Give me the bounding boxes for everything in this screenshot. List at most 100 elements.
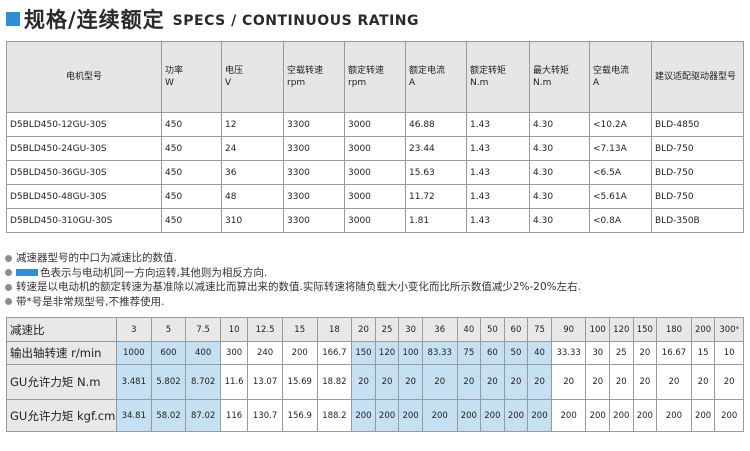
ratio-cell: 200 (632, 399, 658, 432)
ratio-cell: 90 (550, 317, 587, 342)
ratio-cell: 20 (632, 341, 658, 365)
row-label: GU允许力矩 kgf.cm (6, 399, 117, 432)
title-english: SPECS / CONTINUOUS RATING (172, 13, 420, 29)
ratio-cell: 200 (374, 399, 400, 432)
table-row: D5BLD450-310GU-30S 450 310 3300 3000 1.81 1.43… (6, 208, 744, 233)
ratio-cell: 18 (316, 317, 353, 342)
ratio-cell: 200 (714, 399, 744, 432)
ratio-cell: 600 (150, 341, 187, 365)
torque-nm-row: GU允许力矩 N.m 3.481 5.802 8.702 11.6 13.07 15.69 1… (6, 364, 744, 400)
ratio-cell: 200 (609, 399, 634, 432)
ratio-cell: 120 (374, 341, 400, 365)
title-marker-icon (6, 12, 20, 26)
ratio-cell: 7.5 (185, 317, 221, 342)
note-item: 色表示与电动机同一方向运转,其他则为相反方向. (5, 266, 581, 281)
ratio-cell: 50 (480, 317, 505, 342)
ratio-cell: 200 (351, 399, 376, 432)
ratio-cell: 200 (656, 399, 692, 432)
ratio-cell: 20 (480, 364, 505, 400)
ratio-cell: 200 (421, 399, 458, 432)
ratio-cell: 20 (656, 364, 692, 400)
title-chinese: 规格/连续额定 (24, 8, 165, 32)
ratio-cell: 33.33 (550, 341, 587, 365)
ratio-cell: 5 (150, 317, 187, 342)
ratio-cell: 20 (351, 317, 376, 342)
ratio-cell: 130.7 (247, 399, 283, 432)
bullet-icon (5, 269, 12, 277)
ratio-cell: 15 (690, 341, 716, 365)
ratio-cell: 20 (714, 364, 744, 400)
ratio-cell: 200 (527, 399, 552, 432)
ratio-cell: 200 (550, 399, 587, 432)
ratio-cell: 3.481 (116, 364, 152, 400)
ratio-cell: 120 (609, 317, 634, 342)
ratio-cell: 150 (351, 341, 376, 365)
col-noload-speed: 空载转速 rpm (283, 41, 345, 113)
ratio-cell: 87.02 (185, 399, 221, 432)
note-item: 转速是以电动机的额定转速为基准除以减速比而算出来的数值.实际转速将随负载大小变化… (5, 280, 581, 295)
table-row: D5BLD450-12GU-30S 450 12 3300 3000 46.88 1.43 4… (6, 112, 744, 137)
ratio-cell: 25 (374, 317, 400, 342)
ratio-cell: 156.9 (281, 399, 318, 432)
ratio-cell: 34.81 (116, 399, 152, 432)
ratio-cell: 150 (632, 317, 658, 342)
note-item: 减速器型号的中口为减速比的数值. (5, 251, 581, 266)
ratio-cell: 200 (456, 399, 482, 432)
ratio-cell: 300 (219, 341, 249, 365)
ratio-cell: 166.7 (316, 341, 353, 365)
ratio-cell: 200 (690, 399, 716, 432)
notes-list: 减速器型号的中口为减速比的数值. 色表示与电动机同一方向运转,其他则为相反方向.… (5, 251, 581, 309)
bullet-icon (5, 254, 12, 262)
nonstandard-mark: * (735, 324, 740, 333)
ratio-cell: 400 (185, 341, 221, 365)
ratio-cell: 100 (585, 317, 611, 342)
ratio-cell: 20 (632, 364, 658, 400)
ratio-cell: 3 (116, 317, 152, 342)
reduction-ratio-table: 减速比 3 5 7.5 10 12.5 15 18 20 25 30 36 40 50 60 75 90 100 1… (6, 317, 744, 432)
ratio-cell: 300* (714, 317, 744, 342)
ratio-cell: 1000 (116, 341, 152, 365)
ratio-cell: 5.802 (150, 364, 187, 400)
ratio-cell: 20 (609, 364, 634, 400)
ratio-cell: 15.69 (281, 364, 318, 400)
ratio-cell: 188.2 (316, 399, 353, 432)
col-rated-speed: 额定转速 rpm (344, 41, 406, 113)
ratio-cell: 200 (480, 399, 505, 432)
speed-row: 输出轴转速 r/min 1000 600 400 300 240 200 166.7 150 12… (6, 341, 744, 365)
row-label: 减速比 (6, 317, 117, 342)
ratio-cell: 15 (281, 317, 318, 342)
ratio-cell: 13.07 (247, 364, 283, 400)
torque-kgf-row: GU允许力矩 kgf.cm 34.81 58.02 87.02 116 130.7 156.… (6, 399, 744, 432)
col-voltage: 电压 V (221, 41, 284, 113)
note-item: 带*号是非常规型号,不推荐使用. (5, 295, 581, 310)
ratio-cell: 20 (503, 364, 529, 400)
table-row: D5BLD450-36GU-30S 450 36 3300 3000 15.63 1.43 4… (6, 160, 744, 185)
col-power: 功率 W (161, 41, 222, 113)
ratio-cell: 75 (527, 317, 552, 342)
ratio-cell: 40 (527, 341, 552, 365)
specs-header-row: 电机型号 功率 W 电压 V 空载转速 rpm 额定转速 rpm 额定电流 A 额定转矩 N… (6, 41, 744, 113)
col-rated-current: 额定电流 A (405, 41, 467, 113)
col-model: 电机型号 (6, 41, 162, 113)
ratio-cell: 50 (503, 341, 529, 365)
ratio-cell: 200 (690, 317, 716, 342)
ratio-cell: 8.702 (185, 364, 221, 400)
ratio-cell: 40 (456, 317, 482, 342)
ratio-cell: 180 (656, 317, 692, 342)
col-max-torque: 最大转矩 N.m (529, 41, 590, 113)
col-rated-torque: 额定转矩 N.m (466, 41, 530, 113)
ratio-cell: 100 (398, 341, 423, 365)
ratio-cell: 10 (219, 317, 249, 342)
table-row: D5BLD450-24GU-30S 450 24 3300 3000 23.44 1.43 4… (6, 136, 744, 161)
ratio-cell: 36 (421, 317, 458, 342)
ratio-cell: 30 (398, 317, 423, 342)
ratio-cell: 11.6 (219, 364, 249, 400)
ratio-cell: 20 (421, 364, 458, 400)
ratio-cell: 116 (219, 399, 249, 432)
specs-table: 电机型号 功率 W 电压 V 空载转速 rpm 额定转速 rpm 额定电流 A 额定转矩 N… (6, 41, 744, 233)
bullet-icon (5, 283, 12, 291)
row-label: GU允许力矩 N.m (6, 364, 117, 400)
ratio-cell: 20 (351, 364, 376, 400)
blue-swatch-icon (16, 269, 38, 277)
col-noload-current: 空载电流 A (589, 41, 652, 113)
